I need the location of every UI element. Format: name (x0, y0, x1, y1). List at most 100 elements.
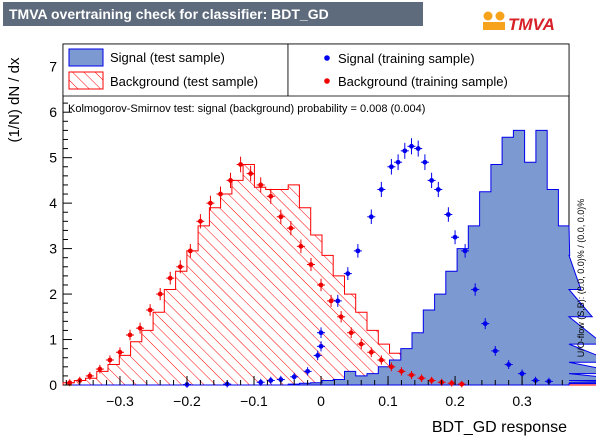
signal-training-point (409, 143, 414, 149)
y-tick-label: 1 (49, 332, 57, 348)
legend-marker-bg-train (324, 78, 330, 84)
background-training-point (137, 325, 143, 331)
background-training-point (87, 373, 93, 379)
background-training-point (197, 218, 203, 224)
chart-title: TMVA overtraining check for classifier: … (9, 6, 329, 22)
y-tick-label: 4 (49, 195, 57, 211)
signal-training-point (429, 178, 435, 183)
background-training-point (147, 307, 153, 313)
background-training-point (248, 171, 254, 176)
background-training-point (399, 368, 404, 374)
signal-training-point (462, 248, 468, 254)
background-training-point (177, 264, 183, 270)
background-training-point (449, 380, 455, 386)
legend-swatch-signal-test (68, 48, 104, 67)
ks-test-annotation: Kolmogorov-Smirnov test: signal (backgro… (68, 103, 425, 115)
background-training-point (67, 380, 73, 386)
signal-training-point (318, 330, 324, 336)
signal-training-point (506, 362, 512, 367)
signal-training-point (345, 271, 351, 277)
signal-test-bars (63, 129, 596, 386)
x-axis-label: BDT_GD response (432, 419, 567, 436)
background-training-point (338, 314, 344, 320)
overflow-annotation: U/O-flow (S,B): (0.0, 0.0)% / (0.0, 0.0)… (576, 199, 586, 358)
background-training-point (97, 366, 103, 372)
legend: Signal (test sample) Background (test sa… (62, 43, 570, 97)
signal-training-point (519, 371, 525, 377)
background-training-point (368, 349, 374, 355)
background-training-point (187, 248, 193, 254)
title-bar (3, 2, 423, 26)
signal-training-point (472, 287, 478, 292)
background-test-bars (62, 164, 596, 386)
signal-training-point (452, 234, 458, 240)
signal-training-point (278, 377, 284, 382)
legend-signal-train: Signal (training sample) (338, 51, 475, 66)
legend-swatch-bg-test (68, 71, 104, 90)
signal-training-point (482, 321, 488, 327)
y-tick-label: 0 (49, 377, 57, 393)
signal-training-point (445, 212, 451, 217)
x-tick-label: 0 (317, 393, 325, 409)
background-training-point (409, 372, 414, 378)
background-training-point (348, 330, 354, 336)
background-training-point (117, 349, 123, 355)
background-training-point (298, 243, 304, 249)
background-training-point (429, 378, 435, 383)
background-training-point (318, 282, 324, 288)
signal-training-point (268, 378, 274, 383)
signal-training-point (335, 298, 341, 304)
signal-training-point (402, 148, 408, 154)
background-training-point (127, 332, 133, 338)
signal-training-point (355, 248, 361, 254)
background-training-point (378, 357, 384, 363)
background-training-point (308, 262, 314, 267)
background-training-point (218, 191, 223, 197)
background-training-point (107, 357, 113, 363)
signal-training-point (258, 379, 264, 385)
signal-training-point (415, 146, 421, 151)
x-tick-label: 0.2 (445, 393, 465, 409)
signal-training-point (435, 187, 441, 192)
signal-training-point (422, 159, 428, 165)
signal-training-point (378, 187, 384, 192)
legend-bg-train: Background (training sample) (338, 74, 508, 89)
background-training-point (388, 364, 394, 370)
signal-training-point (388, 164, 394, 170)
background-training-point (268, 193, 274, 199)
background-training-point (157, 291, 163, 297)
background-training-point (167, 275, 173, 281)
signal-training-point (492, 348, 498, 354)
background-training-point (228, 178, 233, 183)
signal-training-point (305, 368, 311, 374)
signal-training-points (182, 138, 553, 388)
logo-text: TMVA (508, 15, 555, 34)
background-training-point (208, 200, 213, 206)
background-training-point (358, 341, 364, 347)
axes: 0 1 2 3 4 5 6 7 −0.3 −0.2 −0.1 0 0.1 0.2 0.3 (49, 48, 563, 409)
signal-training-point (395, 159, 401, 165)
signal-training-point (368, 214, 374, 220)
x-tick-label: 0.3 (512, 393, 532, 409)
tmva-logo: TMVA (483, 11, 555, 34)
x-tick-label: 0.1 (378, 393, 398, 409)
x-tick-label: −0.3 (106, 393, 134, 409)
signal-training-point (318, 343, 324, 349)
y-tick-label: 2 (49, 286, 57, 302)
background-training-point (258, 182, 264, 188)
background-training-point (238, 162, 244, 167)
y-axis-label: (1/N) dN / dx (6, 57, 23, 143)
legend-signal-test: Signal (test sample) (110, 50, 225, 65)
background-test-hist (62, 164, 596, 386)
signal-training-point (315, 353, 321, 358)
y-tick-label: 7 (49, 59, 57, 75)
background-training-point (419, 375, 424, 381)
x-tick-label: −0.2 (173, 393, 201, 409)
y-tick-label: 5 (49, 150, 57, 166)
signal-training-point (291, 374, 297, 380)
legend-marker-signal-train (324, 55, 330, 61)
background-training-point (328, 298, 334, 304)
x-tick-label: −0.1 (240, 393, 268, 409)
signal-test-hist (63, 129, 596, 386)
